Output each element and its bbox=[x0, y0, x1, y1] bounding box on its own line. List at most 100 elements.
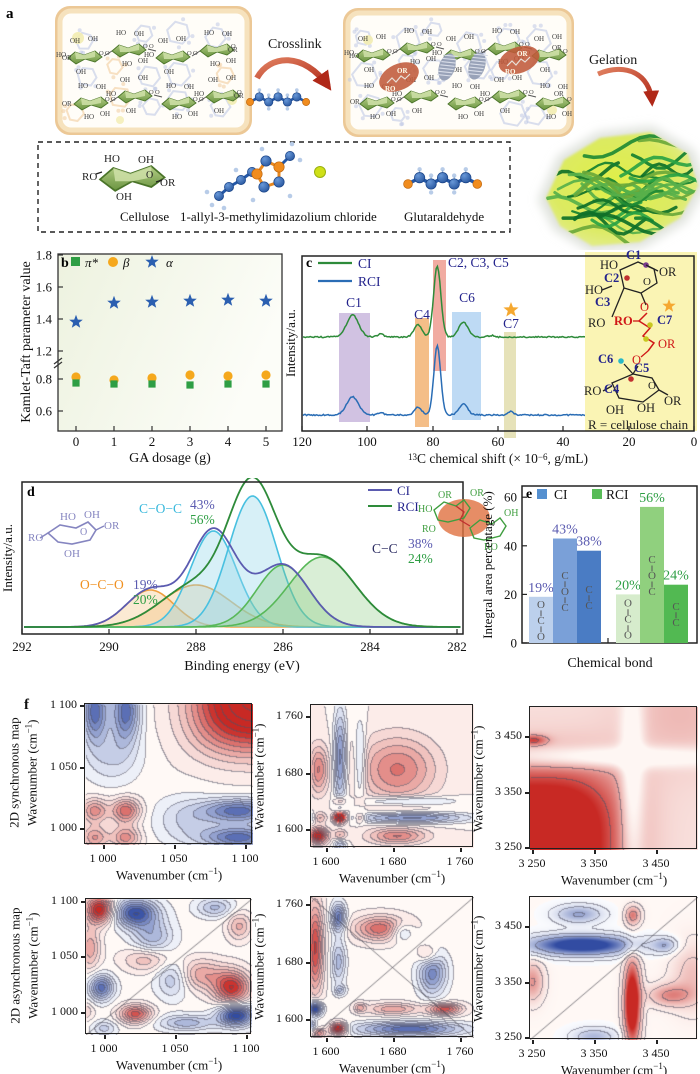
svg-text:O: O bbox=[475, 48, 480, 55]
svg-text:OR: OR bbox=[470, 488, 484, 499]
svg-text:OH: OH bbox=[208, 76, 218, 84]
svg-text:RO: RO bbox=[82, 171, 97, 183]
svg-text:HO: HO bbox=[546, 113, 556, 121]
svg-text:OR: OR bbox=[234, 92, 244, 100]
svg-text:20: 20 bbox=[504, 587, 517, 602]
svg-text:OR: OR bbox=[664, 394, 682, 408]
svg-text:OH: OH bbox=[637, 401, 655, 415]
svg-text:C: C bbox=[624, 614, 631, 626]
svg-text:O: O bbox=[397, 96, 402, 103]
svg-text:56%: 56% bbox=[639, 491, 665, 506]
svg-text:OH: OH bbox=[184, 83, 194, 91]
svg-text:OH: OH bbox=[120, 76, 130, 84]
svg-text:RO: RO bbox=[484, 542, 498, 553]
svg-text:120: 120 bbox=[292, 434, 312, 449]
svg-text:O: O bbox=[80, 527, 87, 538]
svg-text:O: O bbox=[149, 89, 154, 96]
svg-text:OH: OH bbox=[96, 83, 106, 91]
svg-text:OH: OH bbox=[76, 68, 86, 76]
svg-text:OH: OH bbox=[494, 76, 504, 84]
svg-text:O: O bbox=[146, 170, 153, 181]
svg-text:OH: OH bbox=[226, 74, 236, 82]
svg-text:OH: OH bbox=[226, 57, 236, 65]
svg-text:GA dosage (g): GA dosage (g) bbox=[129, 451, 211, 466]
svg-text:RCI: RCI bbox=[358, 274, 381, 289]
svg-text:HO: HO bbox=[432, 49, 442, 57]
svg-text:Cellulose: Cellulose bbox=[120, 209, 169, 224]
svg-text:OH: OH bbox=[64, 548, 80, 560]
svg-text:Chemical bond: Chemical bond bbox=[567, 656, 652, 671]
svg-text:Binding energy (eV): Binding energy (eV) bbox=[184, 659, 300, 674]
svg-text:0.6: 0.6 bbox=[36, 404, 53, 419]
svg-text:OH: OH bbox=[464, 33, 474, 41]
svg-text:O: O bbox=[624, 598, 632, 610]
svg-text:O: O bbox=[563, 48, 568, 55]
svg-text:C: C bbox=[561, 602, 568, 614]
svg-text:OH: OH bbox=[158, 37, 168, 45]
svg-text:60: 60 bbox=[492, 434, 505, 449]
svg-text:HO: HO bbox=[144, 51, 154, 59]
svg-text:C4: C4 bbox=[414, 307, 430, 322]
svg-text:OH: OH bbox=[138, 57, 148, 65]
svg-text:20%: 20% bbox=[615, 578, 641, 593]
svg-text:OH: OH bbox=[606, 403, 624, 417]
svg-text:RO: RO bbox=[28, 532, 43, 544]
svg-text:O: O bbox=[648, 570, 656, 582]
svg-text:O: O bbox=[435, 89, 440, 96]
svg-text:C1: C1 bbox=[346, 295, 362, 310]
svg-text:OH: OH bbox=[138, 74, 148, 82]
svg-text:C−O−C: C−O−C bbox=[139, 501, 182, 516]
svg-text:OH: OH bbox=[552, 33, 562, 41]
svg-text:OR: OR bbox=[62, 54, 72, 62]
svg-text:RCI: RCI bbox=[606, 487, 629, 502]
svg-text:HO: HO bbox=[492, 27, 502, 35]
svg-text:O: O bbox=[149, 43, 154, 50]
svg-text:C−C: C−C bbox=[372, 541, 398, 556]
svg-text:20%: 20% bbox=[133, 592, 158, 607]
svg-text:OR: OR bbox=[397, 67, 408, 75]
svg-text:38%: 38% bbox=[408, 536, 433, 551]
svg-text:OH: OH bbox=[176, 35, 186, 43]
svg-text:O: O bbox=[237, 89, 242, 96]
svg-text:O: O bbox=[111, 96, 116, 103]
svg-text:HO: HO bbox=[404, 27, 414, 35]
svg-text:HO: HO bbox=[116, 29, 126, 37]
svg-text:OR: OR bbox=[552, 44, 562, 52]
svg-text:HO: HO bbox=[364, 82, 374, 90]
svg-text:HO: HO bbox=[56, 51, 66, 59]
svg-text:OH: OH bbox=[358, 35, 368, 43]
svg-text:R = cellulose chain: R = cellulose chain bbox=[588, 417, 689, 432]
svg-text:O: O bbox=[155, 89, 160, 96]
svg-text:CI: CI bbox=[397, 483, 410, 498]
svg-text:HO: HO bbox=[480, 90, 490, 98]
svg-text:O: O bbox=[187, 50, 192, 57]
svg-text:43%: 43% bbox=[190, 497, 215, 512]
svg-text:OH: OH bbox=[426, 55, 436, 63]
svg-text:C6: C6 bbox=[598, 352, 613, 366]
svg-text:1.8: 1.8 bbox=[36, 248, 52, 263]
svg-text:HO: HO bbox=[166, 82, 176, 90]
svg-text:RO: RO bbox=[505, 68, 516, 76]
svg-text:OH: OH bbox=[500, 107, 510, 115]
svg-text:O: O bbox=[624, 630, 632, 642]
svg-text:20: 20 bbox=[623, 434, 636, 449]
svg-text:OR: OR bbox=[160, 177, 176, 189]
svg-text:1.2: 1.2 bbox=[36, 344, 52, 359]
svg-text:C3: C3 bbox=[595, 295, 610, 309]
svg-text:O: O bbox=[529, 89, 534, 96]
svg-text:19%: 19% bbox=[133, 577, 158, 592]
svg-text:HO: HO bbox=[194, 90, 204, 98]
svg-text:C2: C2 bbox=[604, 271, 619, 285]
svg-text:RO: RO bbox=[422, 524, 436, 535]
svg-text:OH: OH bbox=[446, 35, 456, 43]
svg-text:a: a bbox=[6, 6, 14, 22]
svg-text:O: O bbox=[387, 48, 392, 55]
svg-text:OH: OH bbox=[470, 83, 480, 91]
svg-text:e: e bbox=[526, 487, 532, 502]
svg-text:40: 40 bbox=[557, 434, 570, 449]
svg-text:O: O bbox=[431, 41, 436, 48]
svg-text:80: 80 bbox=[427, 434, 440, 449]
svg-text:C2, C3, C5: C2, C3, C5 bbox=[448, 255, 509, 270]
svg-text:OH: OH bbox=[512, 74, 522, 82]
svg-text:5: 5 bbox=[263, 434, 270, 449]
